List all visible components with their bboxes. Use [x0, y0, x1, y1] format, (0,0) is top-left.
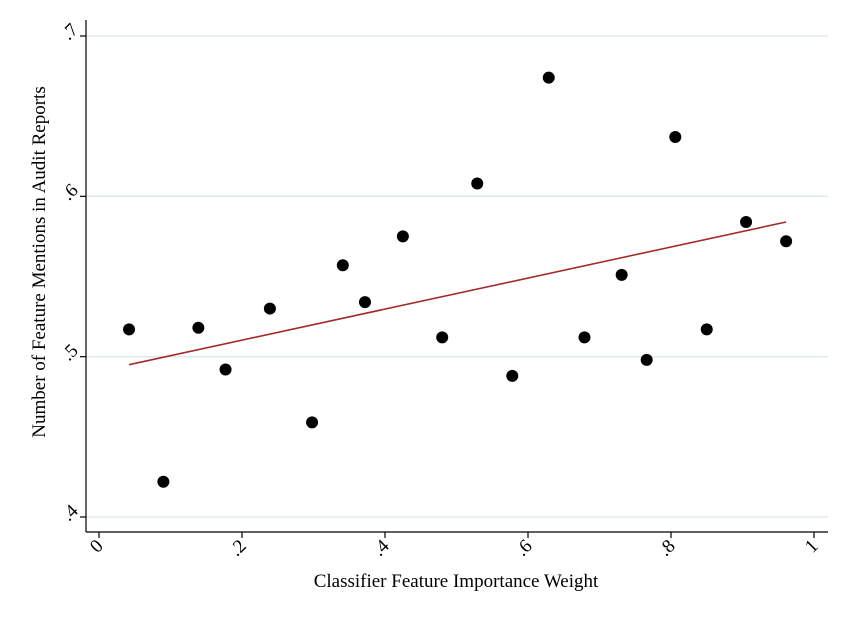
x-tick-label-2: .4: [369, 535, 394, 560]
data-point-7: [358, 296, 371, 309]
data-point-4: [263, 302, 276, 315]
data-point-2: [192, 321, 205, 334]
data-point-15: [640, 353, 653, 366]
axes: [85, 20, 828, 533]
grid-lines: [86, 35, 828, 518]
y-tick-label-3: .7: [58, 20, 83, 45]
data-point-17: [700, 323, 713, 336]
fit-line-group: [128, 221, 787, 366]
data-point-5: [306, 416, 319, 429]
x-tick-label-5: 1: [801, 536, 823, 558]
data-point-16: [669, 131, 682, 144]
data-point-14: [615, 268, 628, 281]
y-tick-label-1: .5: [58, 340, 83, 365]
x-axis-title: Classifier Feature Importance Weight: [314, 571, 599, 592]
data-point-11: [506, 369, 519, 382]
data-point-13: [578, 331, 591, 344]
data-point-10: [471, 177, 484, 190]
fit-line: [128, 221, 787, 366]
data-point-12: [542, 71, 555, 84]
data-points: [123, 71, 793, 488]
y-tick-label-2: .6: [58, 180, 83, 205]
y-axis-ticks: .4 .5 .6 .7: [58, 20, 86, 526]
data-point-1: [157, 475, 170, 488]
data-point-19: [780, 235, 793, 248]
data-point-3: [219, 363, 232, 376]
data-point-0: [123, 323, 136, 336]
x-tick-label-3: .6: [512, 536, 537, 561]
y-axis-title: Number of Feature Mentions in Audit Repo…: [29, 86, 50, 437]
x-tick-label-1: .2: [226, 536, 251, 561]
data-point-8: [396, 230, 409, 243]
x-tick-label-0: 0: [86, 536, 108, 558]
y-tick-label-0: .4: [58, 500, 83, 525]
x-axis-ticks: 0 .2 .4 .6 .8 1: [86, 532, 823, 561]
data-point-6: [336, 259, 349, 272]
x-tick-label-4: .8: [655, 536, 680, 561]
data-point-9: [436, 331, 449, 344]
data-point-18: [740, 215, 753, 228]
